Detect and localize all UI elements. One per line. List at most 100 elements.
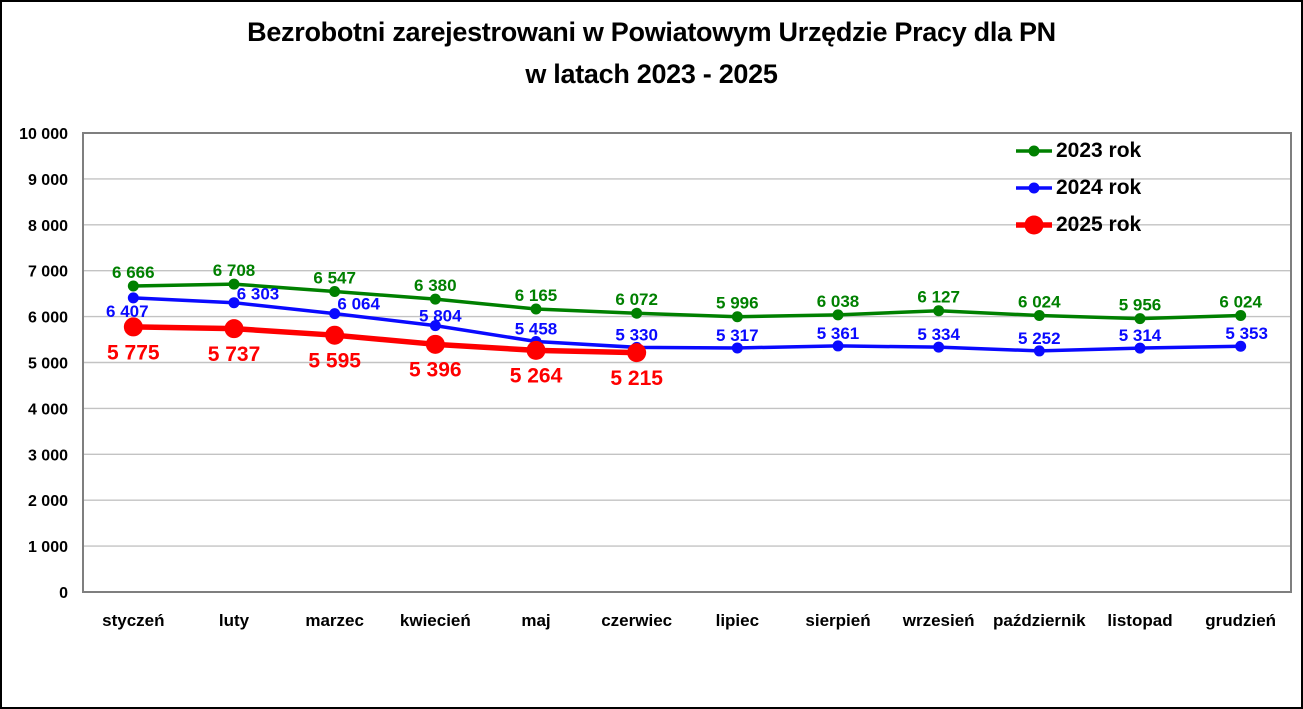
x-tick-label: listopad bbox=[1107, 611, 1172, 630]
data-label: 5 215 bbox=[610, 367, 663, 390]
data-point bbox=[127, 280, 139, 292]
series-line-2023-rok bbox=[133, 282, 1241, 321]
data-point bbox=[832, 309, 844, 321]
data-point bbox=[228, 297, 240, 309]
data-point bbox=[429, 293, 441, 305]
y-tick-label: 4 000 bbox=[28, 401, 68, 418]
data-label: 5 737 bbox=[208, 343, 261, 366]
x-tick-label: marzec bbox=[305, 611, 364, 630]
y-tick-label: 9 000 bbox=[28, 172, 68, 189]
data-label: 5 317 bbox=[716, 326, 759, 345]
data-label: 5 595 bbox=[308, 350, 361, 373]
data-point bbox=[1134, 342, 1146, 354]
data-point bbox=[228, 278, 240, 290]
data-label: 6 303 bbox=[237, 285, 280, 304]
data-label: 5 353 bbox=[1225, 324, 1268, 343]
legend-marker-2024-icon bbox=[1016, 182, 1052, 193]
y-tick-label: 10 000 bbox=[19, 126, 68, 143]
data-label: 5 314 bbox=[1119, 326, 1162, 345]
data-label: 5 804 bbox=[419, 307, 462, 326]
y-tick-label: 0 bbox=[59, 585, 68, 602]
data-point bbox=[1033, 345, 1045, 357]
x-tick-label: maj bbox=[521, 611, 550, 630]
legend-item-2023: 2023 rok bbox=[1015, 132, 1141, 169]
data-point bbox=[123, 317, 143, 337]
data-label: 5 264 bbox=[510, 365, 563, 388]
data-label: 5 458 bbox=[515, 319, 558, 338]
data-label: 5 996 bbox=[716, 294, 759, 313]
chart-title-line1: Bezrobotni zarejestrowani w Powiatowym U… bbox=[247, 17, 1056, 47]
data-label: 6 064 bbox=[337, 295, 380, 314]
data-label: 6 038 bbox=[817, 292, 860, 311]
data-label: 5 396 bbox=[409, 359, 462, 382]
data-point bbox=[127, 292, 139, 304]
data-label: 5 956 bbox=[1119, 296, 1162, 315]
y-tick-label: 2 000 bbox=[28, 493, 68, 510]
data-point bbox=[731, 311, 743, 323]
legend-dot bbox=[1024, 215, 1044, 234]
data-label: 5 334 bbox=[917, 325, 960, 344]
legend-dot bbox=[1028, 145, 1040, 156]
data-point bbox=[429, 320, 441, 332]
data-point bbox=[1033, 309, 1045, 321]
x-tick-label: styczeń bbox=[102, 611, 164, 630]
data-label: 6 407 bbox=[106, 302, 149, 321]
data-label: 6 666 bbox=[112, 263, 155, 282]
legend-item-2024: 2024 rok bbox=[1015, 169, 1141, 206]
data-point bbox=[329, 308, 341, 320]
x-tick-label: czerwiec bbox=[601, 611, 672, 630]
x-tick-label: wrzesień bbox=[902, 611, 975, 630]
x-tick-label: luty bbox=[219, 611, 250, 630]
legend-label-2025: 2025 rok bbox=[1056, 212, 1142, 236]
x-tick-label: kwiecień bbox=[400, 611, 471, 630]
data-label: 6 072 bbox=[615, 290, 658, 309]
data-point bbox=[731, 342, 743, 354]
data-label: 5 361 bbox=[817, 324, 860, 343]
data-point bbox=[627, 343, 647, 363]
chart-title-line2: w latach 2023 - 2025 bbox=[525, 58, 778, 89]
x-tick-label: sierpień bbox=[805, 611, 870, 630]
plot-border bbox=[82, 132, 1292, 593]
data-point bbox=[631, 307, 643, 319]
data-label: 6 127 bbox=[917, 288, 960, 307]
data-point bbox=[425, 334, 445, 354]
data-point bbox=[530, 303, 542, 315]
x-tick-label: październik bbox=[993, 611, 1086, 630]
legend-marker-2025-icon bbox=[1016, 215, 1052, 234]
data-point bbox=[933, 305, 945, 317]
data-point bbox=[832, 340, 844, 352]
y-tick-label: 3 000 bbox=[28, 447, 68, 464]
data-point bbox=[325, 325, 345, 345]
y-tick-label: 1 000 bbox=[28, 539, 68, 556]
legend-marker-2023-icon bbox=[1016, 145, 1052, 156]
y-tick-label: 8 000 bbox=[28, 218, 68, 235]
data-point bbox=[1134, 313, 1146, 325]
chart-title: Bezrobotni zarejestrowani w Powiatowym U… bbox=[2, 12, 1301, 96]
data-label: 6 380 bbox=[414, 276, 457, 295]
data-label: 6 547 bbox=[313, 268, 356, 287]
data-label: 5 330 bbox=[615, 325, 658, 344]
data-label: 6 165 bbox=[515, 286, 558, 305]
x-tick-label: lipiec bbox=[716, 611, 759, 630]
legend-label-2024: 2024 rok bbox=[1056, 175, 1142, 199]
data-point bbox=[933, 341, 945, 353]
data-label: 5 775 bbox=[107, 341, 160, 364]
chart-legend: 2023 rok 2024 rok 2025 rok bbox=[1015, 132, 1141, 243]
data-label: 5 252 bbox=[1018, 329, 1061, 348]
data-point bbox=[329, 285, 341, 297]
data-label: 6 024 bbox=[1018, 292, 1061, 311]
data-label: 6 024 bbox=[1219, 292, 1262, 311]
y-tick-label: 6 000 bbox=[28, 310, 68, 327]
y-tick-label: 5 000 bbox=[28, 356, 68, 373]
series-line-2024-rok bbox=[133, 296, 1241, 353]
data-label: 6 708 bbox=[213, 261, 256, 280]
legend-label-2023: 2023 rok bbox=[1056, 138, 1142, 162]
data-point bbox=[526, 340, 546, 360]
legend-item-2025: 2025 rok bbox=[1015, 206, 1141, 243]
legend-dot bbox=[1028, 182, 1040, 193]
y-tick-label: 7 000 bbox=[28, 264, 68, 281]
data-point bbox=[1235, 340, 1247, 352]
x-tick-label: grudzień bbox=[1205, 611, 1276, 630]
